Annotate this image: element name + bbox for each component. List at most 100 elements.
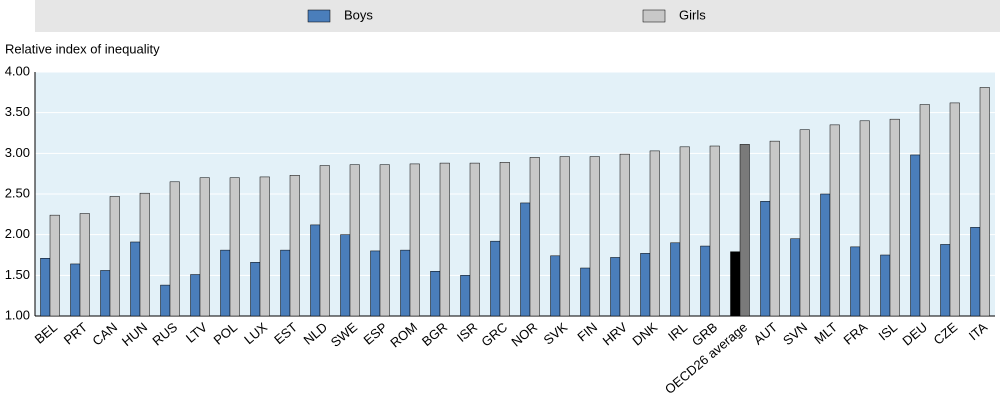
bar <box>940 244 951 317</box>
bar <box>880 254 891 317</box>
x-tick-label: NOR <box>508 319 540 349</box>
x-tick-label: POL <box>211 319 241 347</box>
y-tick-label: 3.00 <box>5 145 30 160</box>
bar <box>730 251 741 317</box>
y-tick-label: 1.50 <box>5 267 30 282</box>
x-tick-label: RUS <box>149 319 180 348</box>
bar <box>139 192 150 317</box>
x-tick-label: NLD <box>301 319 331 347</box>
bar <box>100 270 111 317</box>
bar <box>190 274 201 317</box>
bar <box>790 238 801 317</box>
bar <box>649 150 660 317</box>
bar <box>910 154 921 317</box>
bar <box>289 175 300 317</box>
x-tick-label: SVN <box>780 319 810 348</box>
bar <box>970 227 981 317</box>
x-tick-label: CZE <box>931 319 961 347</box>
bar <box>460 275 471 317</box>
bar <box>169 181 180 317</box>
legend-band <box>35 0 1000 32</box>
bar <box>700 245 711 317</box>
x-tick-label: ITA <box>966 319 991 343</box>
x-tick-label: BEL <box>32 319 60 346</box>
x-tick-label: ISL <box>876 319 901 343</box>
bar <box>670 242 681 317</box>
bar <box>820 193 831 317</box>
bar <box>229 177 240 317</box>
legend-label: Boys <box>344 7 373 22</box>
bar <box>259 176 270 317</box>
bar <box>430 271 441 317</box>
bar <box>499 162 510 317</box>
bar <box>49 214 60 317</box>
bar <box>199 177 210 317</box>
bar <box>640 253 651 317</box>
bar <box>340 234 351 317</box>
bar <box>310 224 321 317</box>
bar <box>409 163 420 317</box>
x-tick-label: SVK <box>541 319 571 347</box>
bar <box>220 249 231 317</box>
x-tick-label: BGR <box>419 319 450 349</box>
bar <box>739 144 750 317</box>
bar <box>949 102 960 317</box>
x-tick-label: HUN <box>119 319 150 349</box>
y-axis-label: Relative index of inequality <box>5 41 160 56</box>
bar <box>580 267 591 317</box>
bar <box>889 118 900 317</box>
bar <box>709 145 720 317</box>
bar <box>550 255 561 317</box>
bar <box>679 146 690 317</box>
x-tick-label: ESP <box>361 319 391 347</box>
bar <box>760 201 771 317</box>
y-tick-label: 2.00 <box>5 226 30 241</box>
y-tick-label: 4.00 <box>5 63 30 78</box>
x-tick-label: ROM <box>387 319 420 350</box>
bar <box>490 240 501 317</box>
bar <box>979 87 990 317</box>
bar <box>79 213 90 317</box>
y-tick-label: 2.50 <box>5 185 30 200</box>
bar <box>349 164 360 317</box>
y-tick-label: 1.00 <box>5 307 30 322</box>
legend-swatch <box>642 9 666 23</box>
bar <box>379 164 390 317</box>
bar <box>520 202 531 317</box>
bar <box>919 104 930 317</box>
legend-swatch <box>307 9 331 23</box>
x-tick-label: MLT <box>811 319 840 347</box>
x-tick-label: LTV <box>183 319 210 345</box>
bar <box>400 249 411 317</box>
bar <box>250 262 261 317</box>
bar <box>370 250 381 317</box>
bar <box>469 162 480 317</box>
x-tick-label: LUX <box>241 319 270 347</box>
x-tick-label: AUT <box>751 319 781 347</box>
bar <box>799 129 810 317</box>
x-tick-label: EST <box>271 319 300 347</box>
bar <box>70 263 81 317</box>
bar <box>769 140 780 317</box>
x-tick-label: ISR <box>454 319 480 344</box>
bar <box>109 196 120 317</box>
bar <box>829 124 840 317</box>
bar <box>850 246 861 317</box>
x-tick-label: FIN <box>574 319 600 344</box>
x-tick-label: SWE <box>328 319 361 350</box>
bar <box>160 284 171 317</box>
x-tick-label: DNK <box>629 319 660 348</box>
bar <box>859 120 870 317</box>
bar <box>589 156 600 317</box>
bar <box>40 258 51 317</box>
x-tick-label: FRA <box>841 319 871 347</box>
x-tick-label: CAN <box>89 319 120 348</box>
y-tick-label: 3.50 <box>5 104 30 119</box>
bar <box>319 165 330 317</box>
legend-label: Girls <box>679 7 706 22</box>
x-tick-label: DEU <box>899 319 930 348</box>
x-tick-label: HRV <box>600 319 631 348</box>
x-tick-label: PRT <box>61 319 90 347</box>
bar <box>610 257 621 317</box>
